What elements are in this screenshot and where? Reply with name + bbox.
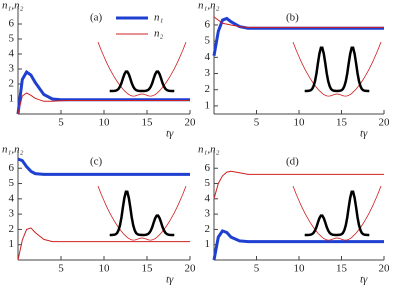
inset-density: [109, 190, 175, 237]
x-tick-label: 15: [336, 263, 348, 275]
x-axis-label: tγ: [360, 274, 368, 286]
y-tick-label: 2: [205, 223, 211, 235]
x-tick-label: 5: [58, 117, 64, 129]
y-tick-label: 3: [205, 67, 211, 79]
series-line: [17, 92, 190, 115]
y-tick-label: 3: [9, 208, 15, 220]
x-axis-label: tγ: [360, 128, 368, 140]
y-tick-label: 1: [205, 238, 211, 250]
inset-density: [109, 70, 175, 93]
series-line: [213, 170, 384, 199]
y-tick-label: 1: [9, 238, 15, 250]
x-tick-label: 5: [254, 117, 260, 129]
legend-label: n₁: [154, 12, 164, 24]
x-axis-label: tγ: [166, 128, 174, 140]
x-tick-label: 20: [185, 117, 197, 129]
y-tick-label: 5: [205, 177, 211, 189]
panel-label: (a): [90, 12, 103, 24]
inset-density: [304, 190, 370, 237]
x-tick-label: 20: [379, 117, 391, 129]
inset-potential: [292, 41, 382, 97]
x-tick-label: 15: [336, 117, 348, 129]
y-tick-label: 4: [9, 192, 15, 204]
y-tick-label: 6: [9, 162, 15, 174]
series-line: [212, 229, 384, 261]
y-tick-label: 3: [9, 63, 15, 75]
y-tick-label: 2: [9, 223, 15, 235]
y-tick-label: 1: [9, 93, 15, 105]
x-tick-label: 15: [142, 263, 154, 275]
y-tick-label: 4: [9, 48, 15, 60]
x-tick-label: 20: [185, 263, 197, 275]
x-tick-label: 5: [254, 263, 260, 275]
x-tick-label: 5: [58, 263, 64, 275]
y-tick-label: 6: [205, 162, 211, 174]
y-axis-label: n₁,n₂: [2, 0, 24, 12]
y-tick-label: 4: [205, 192, 211, 204]
series-line: [16, 69, 190, 115]
y-tick-label: 6: [205, 18, 211, 30]
x-tick-label: 20: [379, 263, 391, 275]
y-tick-label: 3: [205, 208, 211, 220]
legend-label: n₂: [154, 28, 164, 40]
y-tick-label: 2: [9, 78, 15, 90]
series-line: [17, 157, 190, 176]
series-line: [213, 16, 384, 28]
x-tick-label: 10: [294, 117, 306, 129]
panel-label: (d): [286, 156, 299, 168]
y-tick-label: 5: [9, 33, 15, 45]
y-tick-label: 5: [9, 177, 15, 189]
inset-potential: [97, 41, 187, 97]
series-line: [17, 227, 190, 261]
y-tick-label: 2: [205, 83, 211, 95]
y-tick-label: 5: [205, 35, 211, 47]
y-tick-label: 4: [205, 51, 211, 63]
inset-potential: [97, 185, 187, 241]
y-tick-label: 6: [9, 18, 15, 30]
x-tick-label: 15: [142, 117, 154, 129]
panel-label: (c): [90, 156, 103, 168]
inset-density: [304, 46, 370, 93]
x-tick-label: 10: [99, 263, 111, 275]
x-tick-label: 10: [294, 263, 306, 275]
y-axis-label: n₁,n₂: [2, 144, 24, 156]
y-axis-label: n₁,n₂: [198, 144, 220, 156]
x-axis-label: tγ: [166, 274, 174, 286]
series-line: [212, 16, 384, 56]
panel-label: (b): [286, 12, 299, 24]
inset-potential: [292, 185, 382, 241]
y-axis-label: n₁,n₂: [198, 0, 220, 12]
y-tick-label: 1: [205, 99, 211, 111]
x-tick-label: 10: [99, 117, 111, 129]
